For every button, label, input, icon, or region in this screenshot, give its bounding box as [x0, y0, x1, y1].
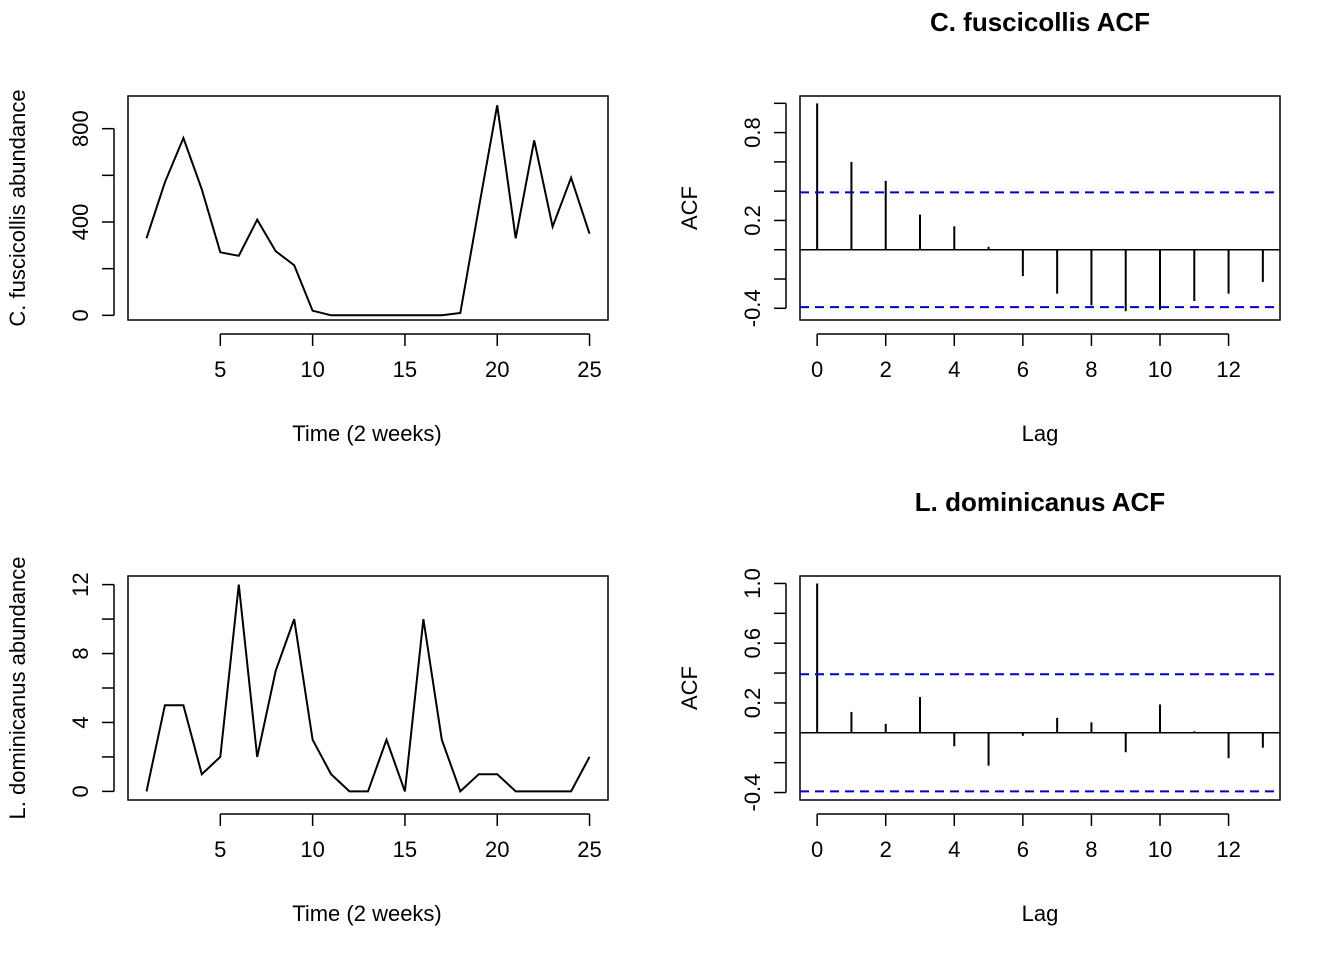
- x-tick-label: 15: [393, 837, 417, 862]
- x-tick-label: 10: [1148, 837, 1172, 862]
- x-tick-label: 10: [1148, 357, 1172, 382]
- series-line: [145, 584, 591, 794]
- x-tick-label: 20: [485, 357, 509, 382]
- y-tick-label: 1.0: [740, 568, 765, 599]
- x-tick-label: 5: [214, 837, 226, 862]
- cfuscicollis-abundance-panel: 5 10 15 20 25 0 400 800 Time (2 weeks) C. fusci…: [5, 89, 609, 446]
- series-line: [145, 105, 591, 317]
- y-axis-label: C. fuscicollis abundance: [5, 89, 30, 326]
- x-tick-label: 25: [577, 837, 601, 862]
- x-axis-label: Lag: [1022, 901, 1059, 926]
- chart-title: C. fuscicollis ACF: [930, 7, 1150, 37]
- x-tick-label: 25: [577, 357, 601, 382]
- y-axis-label: ACF: [677, 186, 702, 230]
- acf-bars: [800, 583, 1280, 793]
- y-tick-label: 0.2: [740, 688, 765, 719]
- axis-ticks: 0 2 4 6 8 10 12 -0.4 0.2 0.6 1.0: [740, 568, 1241, 862]
- x-tick-label: 2: [880, 837, 892, 862]
- ldominicanus-abundance-panel: 5 10 15 20 25 0 4 8 12 Time (2 weeks) L. dominic…: [5, 557, 609, 926]
- plot-frame: [127, 575, 609, 801]
- x-tick-label: 8: [1085, 357, 1097, 382]
- y-tick-label: -0.4: [740, 289, 765, 327]
- y-axis-label: ACF: [677, 666, 702, 710]
- plot-frame: [799, 575, 1281, 801]
- x-tick-label: 20: [485, 837, 509, 862]
- x-tick-label: 6: [1017, 357, 1029, 382]
- axis-ticks: 5 10 15 20 25 0 400 800: [68, 110, 602, 382]
- y-tick-label: 0.6: [740, 628, 765, 659]
- x-axis-label: Lag: [1022, 421, 1059, 446]
- series-polyline: [145, 105, 591, 317]
- y-tick-label: 0: [68, 309, 93, 321]
- acf-bars: [800, 103, 1280, 312]
- y-tick-label: 0: [68, 785, 93, 797]
- x-axis-label: Time (2 weeks): [292, 901, 442, 926]
- axis-ticks: 0 2 4 6 8 10 12 -0.4 0.2 0.8: [740, 102, 1241, 382]
- x-tick-label: 4: [948, 357, 960, 382]
- ldominicanus-acf-panel: 0 2 4 6 8 10 12 -0.4 0.2 0.6 1.0 L. dominicanus AC…: [677, 487, 1281, 926]
- y-tick-label: -0.4: [740, 774, 765, 812]
- plot-frame: [127, 95, 609, 321]
- x-tick-label: 10: [300, 357, 324, 382]
- x-tick-label: 8: [1085, 837, 1097, 862]
- chart-title: L. dominicanus ACF: [915, 487, 1165, 517]
- x-tick-label: 10: [300, 837, 324, 862]
- x-tick-label: 4: [948, 837, 960, 862]
- y-tick-label: 0.8: [740, 117, 765, 148]
- x-tick-label: 15: [393, 357, 417, 382]
- x-tick-label: 12: [1216, 837, 1240, 862]
- axis-ticks: 5 10 15 20 25 0 4 8 12: [68, 572, 602, 862]
- cfuscicollis-acf-panel: 0 2 4 6 8 10 12 -0.4 0.2 0.8 C. fuscicollis ACF L…: [677, 7, 1281, 446]
- plot-frame: [799, 95, 1281, 321]
- y-tick-label: 0.2: [740, 205, 765, 236]
- x-tick-label: 5: [214, 357, 226, 382]
- y-tick-label: 800: [68, 110, 93, 147]
- y-tick-label: 8: [68, 647, 93, 659]
- series-polyline: [145, 584, 591, 794]
- y-tick-label: 400: [68, 204, 93, 241]
- x-axis-label: Time (2 weeks): [292, 421, 442, 446]
- x-tick-label: 6: [1017, 837, 1029, 862]
- y-tick-label: 4: [68, 716, 93, 728]
- x-tick-label: 2: [880, 357, 892, 382]
- x-tick-label: 0: [811, 357, 823, 382]
- y-axis-label: L. dominicanus abundance: [5, 557, 30, 820]
- x-tick-label: 12: [1216, 357, 1240, 382]
- y-tick-label: 12: [68, 572, 93, 596]
- x-tick-label: 0: [811, 837, 823, 862]
